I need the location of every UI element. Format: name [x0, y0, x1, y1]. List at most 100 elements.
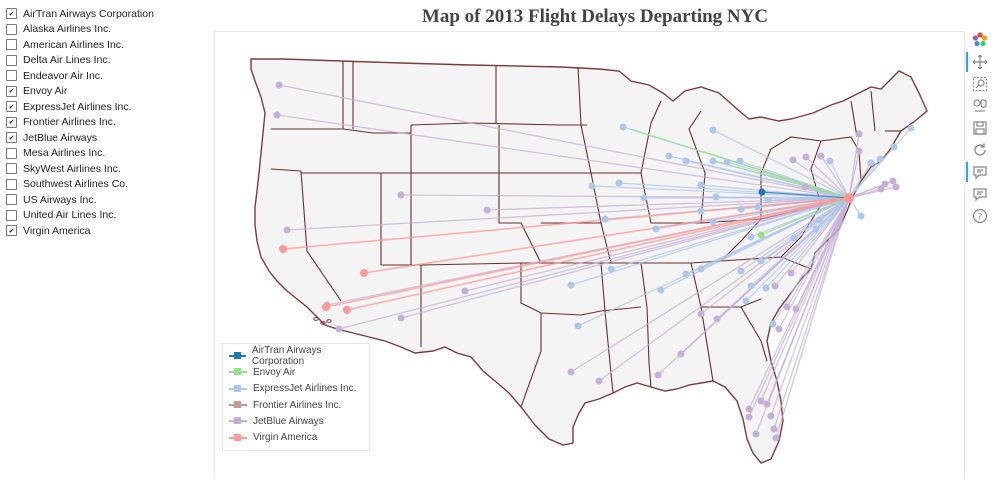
- airport-marker: [607, 265, 615, 273]
- airline-checkbox-label: Virgin America: [23, 224, 91, 237]
- airline-checkbox[interactable]: [6, 116, 17, 128]
- legend-label: Frontier Airlines Inc.: [253, 399, 342, 411]
- hover-icon[interactable]: [970, 184, 990, 204]
- island: [320, 321, 326, 325]
- airport-marker: [762, 284, 770, 292]
- airline-checkbox[interactable]: [6, 209, 17, 221]
- flight-route: [591, 185, 850, 199]
- airport-marker: [889, 177, 897, 185]
- airline-checkbox[interactable]: [6, 194, 17, 206]
- pan-icon[interactable]: [966, 52, 990, 72]
- us-flight-map[interactable]: [215, 32, 966, 480]
- airport-marker: [767, 412, 775, 420]
- airport-marker: [747, 233, 755, 241]
- airline-checkbox-row[interactable]: Delta Air Lines Inc.: [6, 53, 206, 69]
- airport-marker: [783, 303, 791, 311]
- airport-marker: [343, 306, 351, 314]
- flight-route: [815, 197, 850, 230]
- bokeh-logo-icon[interactable]: [970, 30, 990, 50]
- state-border: [640, 100, 662, 174]
- flight-route: [685, 160, 850, 199]
- airport-marker: [757, 231, 765, 239]
- airport-marker: [567, 368, 575, 376]
- airline-checkbox-label: American Airlines Inc.: [23, 38, 124, 51]
- airline-checkbox-row[interactable]: Alaska Airlines Inc.: [6, 22, 206, 38]
- airport-marker: [877, 185, 885, 193]
- airport-marker: [588, 182, 596, 190]
- legend-swatch: [229, 433, 247, 441]
- airline-checkbox[interactable]: [6, 70, 17, 82]
- help-icon[interactable]: ?: [970, 206, 990, 226]
- airport-marker: [567, 281, 575, 289]
- airline-checkbox[interactable]: [6, 85, 17, 97]
- airline-checkbox[interactable]: [6, 23, 17, 35]
- airline-checkbox-row[interactable]: Mesa Airlines Inc.: [6, 146, 206, 162]
- airport-marker: [682, 157, 690, 165]
- box-zoom-icon[interactable]: [970, 74, 990, 94]
- airport-marker: [709, 218, 717, 226]
- airline-checkbox[interactable]: [6, 163, 17, 175]
- airline-checkbox-row[interactable]: SkyWest Airlines Inc.: [6, 161, 206, 177]
- wheel-zoom-icon[interactable]: [970, 96, 990, 116]
- state-border: [541, 222, 612, 264]
- state-border: [760, 136, 822, 219]
- airline-checkbox-row[interactable]: Southwest Airlines Co.: [6, 177, 206, 193]
- legend-item: Frontier Airlines Inc.: [223, 397, 369, 413]
- airline-checkbox-row[interactable]: Endeavor Air Inc.: [6, 68, 206, 84]
- legend-label: JetBlue Airways: [253, 415, 324, 427]
- airport-marker: [483, 206, 491, 214]
- airline-checkbox-row[interactable]: US Airways Inc.: [6, 192, 206, 208]
- hover-icon[interactable]: [966, 162, 990, 182]
- airport-marker: [907, 124, 915, 132]
- airline-checkbox[interactable]: [6, 101, 17, 113]
- airport-marker: [752, 430, 760, 438]
- legend-swatch: [229, 401, 247, 409]
- airline-checkbox-row[interactable]: ExpressJet Airlines Inc.: [6, 99, 206, 115]
- airport-marker: [757, 397, 765, 405]
- airport-marker: [758, 188, 766, 196]
- flight-route: [760, 197, 850, 402]
- flight-route: [848, 127, 912, 199]
- airport-marker: [697, 181, 705, 189]
- airline-checkbox[interactable]: [6, 147, 17, 159]
- airport-marker: [826, 157, 834, 165]
- airline-checkbox-row[interactable]: Envoy Air: [6, 84, 206, 100]
- airport-marker: [709, 157, 717, 165]
- airline-checkbox-row[interactable]: JetBlue Airways: [6, 130, 206, 146]
- state-border: [577, 66, 582, 126]
- airline-checkbox[interactable]: [6, 225, 17, 237]
- airline-checkbox-label: Southwest Airlines Co.: [23, 178, 129, 191]
- airline-checkbox-label: Envoy Air: [23, 85, 68, 98]
- airline-checkbox-row[interactable]: Frontier Airlines Inc.: [6, 115, 206, 131]
- legend-swatch: [229, 352, 246, 360]
- flight-route: [805, 156, 850, 199]
- airline-checkbox[interactable]: [6, 178, 17, 190]
- reset-icon[interactable]: [970, 140, 990, 160]
- nyc-hub-marker: [844, 193, 854, 203]
- airline-checkbox-row[interactable]: AirTran Airways Corporation: [6, 6, 206, 22]
- plot-area[interactable]: [214, 31, 965, 479]
- state-border: [640, 262, 652, 388]
- flight-route: [818, 197, 850, 221]
- airport-marker: [754, 203, 762, 211]
- flight-route: [363, 197, 850, 274]
- airline-checkbox-label: AirTran Airways Corporation: [23, 7, 154, 20]
- map-legend: AirTran Airways Corporation Envoy Air Expr…: [222, 343, 370, 451]
- airline-checkbox-row[interactable]: Virgin America: [6, 223, 206, 239]
- island: [326, 319, 332, 323]
- save-icon[interactable]: [970, 118, 990, 138]
- airline-checkbox[interactable]: [6, 39, 17, 51]
- flight-route: [767, 197, 850, 201]
- flight-route: [772, 197, 850, 325]
- airline-checkbox[interactable]: [6, 132, 17, 144]
- airline-checkbox-label: ExpressJet Airlines Inc.: [23, 100, 132, 113]
- airline-checkbox-row[interactable]: American Airlines Inc.: [6, 37, 206, 53]
- airport-markers: [273, 81, 915, 442]
- airline-checkbox-row[interactable]: United Air Lines Inc.: [6, 208, 206, 224]
- airline-checkbox[interactable]: [6, 8, 17, 20]
- airline-checkbox-label: Mesa Airlines Inc.: [23, 147, 106, 160]
- flight-route: [286, 197, 850, 231]
- airline-checkbox-label: Endeavor Air Inc.: [23, 69, 103, 82]
- flight-route: [745, 197, 850, 302]
- airline-checkbox[interactable]: [6, 54, 17, 66]
